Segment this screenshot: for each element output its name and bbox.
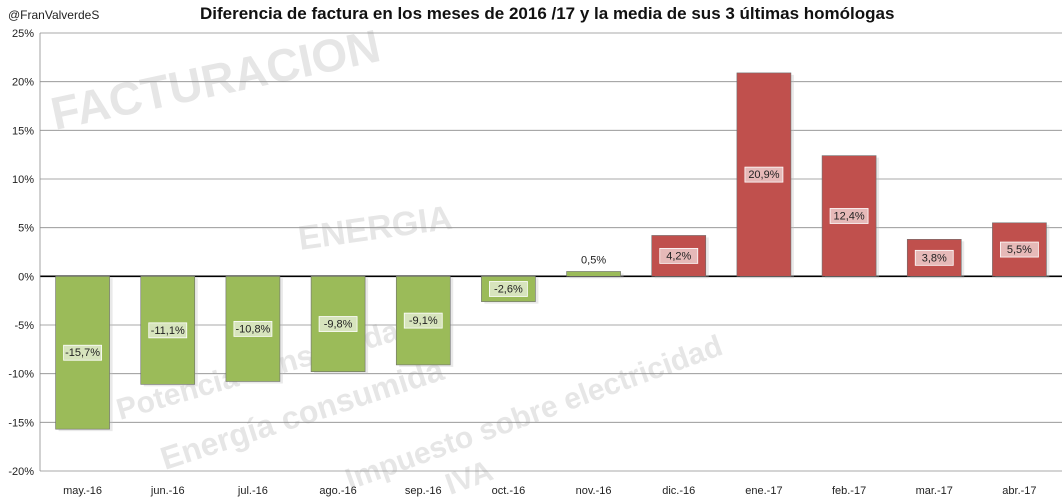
x-tick-label: dic.-16: [662, 485, 695, 497]
data-label-box: [659, 247, 699, 264]
y-tick-label: 20%: [12, 77, 34, 89]
data-label-box: [403, 312, 443, 329]
bar: [566, 271, 621, 277]
data-label-box: [489, 281, 528, 297]
y-tick-label: -15%: [8, 417, 34, 429]
data-label: -2,6%: [494, 283, 523, 295]
x-tick-label: ene.-17: [745, 485, 782, 497]
x-tick-label: oct.-16: [492, 485, 526, 497]
bars-group: -15,7% -11,1% -10,8% -9,8% -9,1% -2,6% 0,5% 4,2…: [55, 72, 1050, 432]
y-tick-label: -20%: [8, 466, 34, 478]
data-label: -11,1%: [151, 325, 185, 337]
data-label: 3,8%: [922, 252, 947, 264]
data-label-box: [829, 208, 869, 224]
x-tick-label: jun.-16: [150, 485, 185, 497]
y-tick-label: -10%: [8, 369, 34, 381]
y-tick-label: 10%: [12, 174, 34, 186]
grid-lines: [39, 32, 1062, 472]
x-tick-label: abr.-17: [1002, 485, 1036, 497]
y-axis-tick-labels: 25% 20% 15% 10% 5% 0% -5% -10% -15% -20%: [8, 28, 34, 478]
data-label: 5,5%: [1007, 244, 1032, 256]
y-tick-label: 0%: [18, 271, 34, 283]
data-label: 12,4%: [833, 210, 864, 222]
author-handle: @FranValverdeS: [8, 8, 100, 22]
y-tick-label: 15%: [12, 125, 34, 137]
data-label-box: [1000, 241, 1039, 258]
data-label: -15,7%: [65, 347, 100, 359]
x-tick-label: nov.-16: [576, 485, 612, 497]
data-label: -9,8%: [324, 319, 353, 331]
x-tick-label: ago.-16: [319, 485, 356, 497]
data-label-box: [63, 344, 102, 361]
data-label: 4,2%: [666, 250, 691, 262]
x-tick-label: may.-16: [63, 485, 102, 497]
y-tick-label: 5%: [18, 223, 34, 235]
x-axis-tick-labels: may.-16 jun.-16 jul.-16 ago.-16 sep.-16 oct.-…: [63, 485, 1036, 497]
watermark-text: ENERGIA: [296, 199, 455, 258]
chart-title: Diferencia de factura en los meses de 20…: [200, 4, 895, 23]
data-label: 0,5%: [581, 254, 606, 266]
x-tick-label: mar.-17: [916, 485, 953, 497]
data-label: -10,8%: [235, 323, 270, 335]
y-tick-label: 25%: [12, 28, 34, 40]
data-label-box: [914, 249, 954, 266]
watermark-text: FACTURACION: [46, 19, 384, 139]
y-tick-label: -5%: [14, 320, 34, 332]
data-label: 20,9%: [748, 169, 779, 181]
data-label: -9,1%: [409, 315, 438, 327]
x-tick-label: jul.-16: [237, 485, 268, 497]
data-label-box: [318, 316, 358, 332]
x-tick-label: sep.-16: [405, 485, 442, 497]
data-label-box: [744, 166, 784, 183]
data-label-box: [233, 320, 273, 337]
x-tick-label: feb.-17: [832, 485, 866, 497]
data-label-box: [148, 322, 188, 339]
